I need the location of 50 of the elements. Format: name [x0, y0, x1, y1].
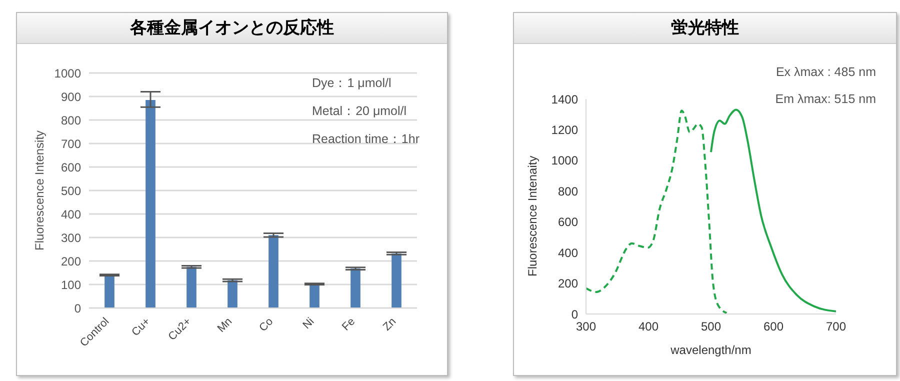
y-tick-label: 1400 [551, 92, 578, 106]
y-tick-label: 600 [60, 160, 82, 174]
y-tick-label: 800 [558, 184, 578, 198]
x-tick-label: Ni [300, 316, 317, 332]
bar [350, 268, 360, 308]
y-tick-label: 100 [60, 278, 82, 292]
annotation: Metal：20 μmol/l [312, 103, 408, 120]
x-tick-label: 700 [826, 320, 846, 334]
chart-title: 蛍光特性 [514, 13, 896, 44]
bar [310, 284, 320, 308]
y-tick-label: 400 [558, 246, 578, 260]
x-tick-label: Co [257, 316, 276, 334]
x-tick-label: Cu+ [130, 316, 153, 339]
y-tick-label: 800 [60, 113, 82, 128]
x-tick-label: Fe [340, 316, 358, 334]
y-tick-label: 300 [60, 230, 82, 245]
bar [146, 100, 156, 308]
x-tick-label: 400 [638, 320, 659, 334]
y-tick-label: 1200 [551, 122, 578, 137]
x-axis-title: wavelength/nm [670, 343, 752, 357]
line-series [710, 108, 836, 312]
y-axis-title: Fluorescence Intenaity [525, 156, 540, 276]
x-tick-label: 300 [576, 320, 596, 334]
y-tick-label: 1000 [54, 66, 82, 80]
y-tick-label: 200 [60, 254, 82, 268]
y-tick-label: 1000 [551, 154, 578, 168]
y-axis-title: Fluorescence Intensity [32, 130, 46, 250]
text: Ex λmax : 485 nm [776, 65, 876, 79]
x-tick-label: 600 [763, 320, 784, 334]
y-tick-label: 200 [558, 276, 578, 291]
bar [104, 275, 114, 308]
y-tick-label: 0 [74, 301, 82, 316]
annotation: Em λmax: 515 nm [775, 92, 876, 106]
y-tick-label: 600 [558, 215, 578, 230]
x-tick-label: Mn [215, 316, 235, 335]
bar [268, 235, 278, 308]
y-tick-label: 500 [60, 184, 82, 198]
line-series [586, 110, 728, 314]
annotation: Reaction time：1hr [312, 131, 420, 148]
y-tick-label: 900 [60, 90, 82, 104]
bar [186, 266, 196, 308]
y-tick-label: 400 [60, 207, 82, 222]
x-tick-label: 500 [700, 320, 722, 334]
chart-title: 各種金属イオンとの反応性 [17, 13, 447, 44]
annotation: Dye：1 μmol/l [312, 75, 392, 92]
y-tick-label: 700 [60, 136, 82, 151]
y-tick-label: 0 [571, 307, 578, 322]
bar [392, 253, 402, 308]
x-tick-label: Zn [381, 316, 399, 334]
bar [228, 280, 238, 308]
